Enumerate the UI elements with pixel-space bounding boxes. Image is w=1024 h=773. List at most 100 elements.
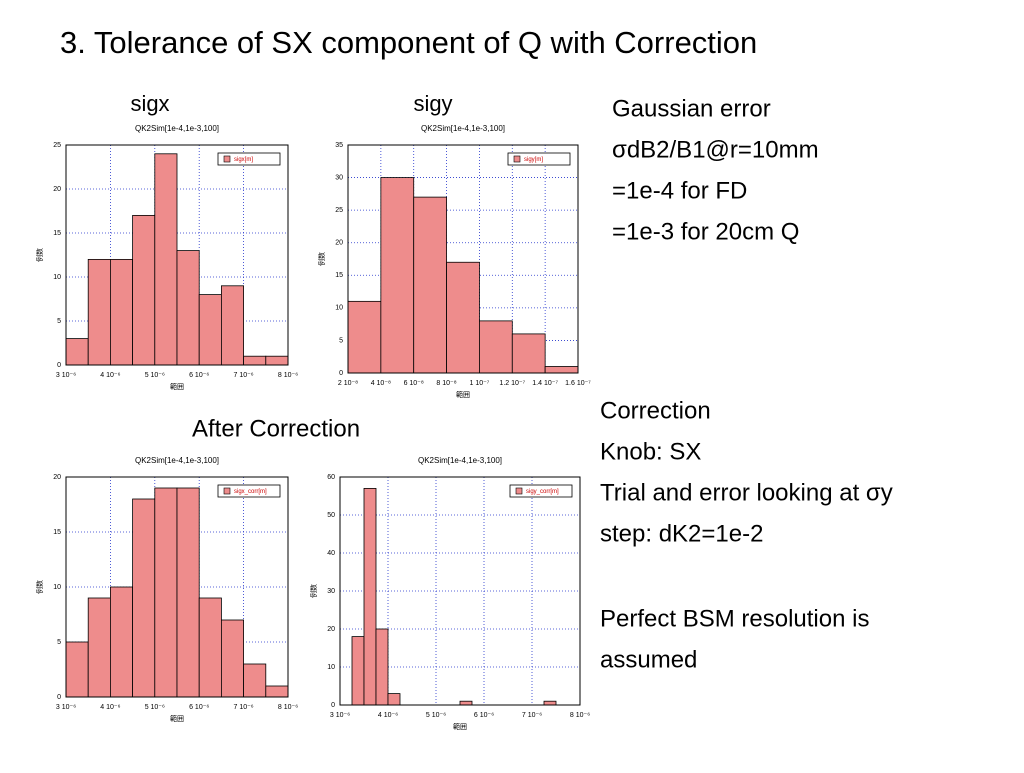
chart-subtitle: QK2Sim[1e-4,1e-3,100]	[135, 124, 219, 133]
y-tick-label: 10	[53, 584, 61, 591]
note-line: Knob: SX	[600, 438, 701, 465]
y-tick-label: 25	[335, 207, 343, 214]
x-axis-label: 範囲	[170, 714, 184, 723]
bar	[132, 214, 156, 366]
y-tick-label: 10	[327, 664, 335, 671]
legend-label: sigy[m]	[524, 157, 543, 163]
x-tick-label: 3 10⁻⁶	[56, 704, 76, 711]
bar	[220, 285, 244, 366]
y-tick-label: 25	[53, 142, 61, 149]
y-tick-label: 5	[57, 318, 61, 325]
note-line: Perfect BSM resolution is	[600, 605, 869, 632]
x-tick-label: 5 10⁻⁶	[145, 704, 165, 711]
y-tick-label: 0	[57, 694, 61, 701]
y-tick-label: 5	[339, 337, 343, 344]
bar	[87, 597, 111, 698]
x-tick-label: 8 10⁻⁶	[278, 372, 298, 379]
y-axis-label: 例数	[35, 248, 44, 262]
bar	[110, 586, 134, 698]
x-tick-label: 4 10⁻⁸	[371, 380, 391, 387]
bar	[198, 597, 222, 698]
bar	[380, 177, 415, 374]
x-tick-label: 6 10⁻⁸	[404, 380, 424, 387]
bar	[375, 628, 389, 706]
bar	[176, 487, 200, 698]
bar	[176, 250, 200, 366]
x-tick-label: 8 10⁻⁸	[436, 380, 456, 387]
chart-title: sigx	[130, 91, 169, 116]
bar	[110, 258, 134, 366]
x-tick-label: 8 10⁻⁶	[570, 712, 590, 719]
y-tick-label: 10	[53, 274, 61, 281]
y-tick-label: 50	[327, 512, 335, 519]
y-tick-label: 0	[331, 702, 335, 709]
x-tick-label: 1.2 10⁻⁷	[499, 380, 525, 387]
note-line: step: dK2=1e-2	[600, 520, 763, 547]
x-tick-label: 5 10⁻⁶	[426, 712, 446, 719]
y-tick-label: 0	[57, 362, 61, 369]
plot-frame	[65, 476, 289, 698]
legend-label: sigx[m]	[234, 157, 253, 163]
y-tick-label: 30	[335, 174, 343, 181]
bar	[243, 355, 267, 366]
legend-box	[217, 152, 281, 166]
bar	[243, 663, 267, 698]
plot-frame	[65, 144, 289, 366]
bar	[363, 487, 377, 706]
x-tick-label: 6 10⁻⁶	[189, 372, 209, 379]
y-tick-label: 20	[53, 474, 61, 481]
x-tick-label: 4 10⁻⁶	[378, 712, 398, 719]
legend-box	[509, 484, 573, 498]
x-tick-label: 7 10⁻⁶	[522, 712, 542, 719]
x-tick-label: 1.4 10⁻⁷	[532, 380, 558, 387]
note-line: =1e-3 for 20cm Q	[612, 218, 799, 245]
y-tick-label: 5	[57, 639, 61, 646]
after-label: After Correction	[192, 415, 360, 442]
bar	[413, 196, 447, 374]
note-line: σdB2/B1@r=10mm	[612, 136, 819, 163]
bar	[154, 487, 178, 698]
legend-box	[507, 152, 571, 166]
slide-title: 3. Tolerance of SX component of Q with C…	[60, 25, 757, 60]
legend-label: sigy_corr[m]	[526, 489, 559, 495]
plot-frame	[339, 476, 581, 706]
x-axis-label: 範囲	[456, 390, 470, 399]
chart-subtitle: QK2Sim[1e-4,1e-3,100]	[418, 456, 502, 465]
bar	[87, 258, 111, 366]
y-tick-label: 15	[53, 230, 61, 237]
x-tick-label: 4 10⁻⁶	[100, 704, 120, 711]
plot-frame	[347, 144, 579, 374]
chart-subtitle: QK2Sim[1e-4,1e-3,100]	[421, 124, 505, 133]
legend-box	[217, 484, 281, 498]
x-tick-label: 4 10⁻⁶	[100, 372, 120, 379]
bar	[220, 619, 244, 698]
y-tick-label: 0	[339, 370, 343, 377]
bar	[511, 333, 546, 374]
bar	[132, 498, 156, 698]
x-tick-label: 7 10⁻⁶	[233, 372, 253, 379]
x-tick-label: 7 10⁻⁶	[233, 704, 253, 711]
y-tick-label: 35	[335, 142, 343, 149]
bar	[65, 641, 89, 698]
y-axis-label: 例数	[317, 252, 326, 266]
x-tick-label: 6 10⁻⁶	[474, 712, 494, 719]
note-line: Trial and error looking at σy	[600, 479, 893, 506]
bar	[154, 153, 178, 366]
legend-label: sigx_corr[m]	[234, 489, 267, 495]
bar	[265, 685, 289, 698]
x-tick-label: 3 10⁻⁶	[56, 372, 76, 379]
bar	[387, 693, 401, 706]
y-axis-label: 例数	[35, 580, 44, 594]
note-line: Correction	[600, 397, 711, 424]
legend-swatch	[223, 487, 231, 495]
legend-swatch	[223, 155, 231, 163]
y-tick-label: 10	[335, 305, 343, 312]
x-tick-label: 2 10⁻⁸	[338, 380, 358, 387]
x-axis-label: 範囲	[170, 382, 184, 391]
bar	[543, 700, 557, 706]
note-line: Gaussian error	[612, 95, 771, 122]
y-tick-label: 15	[53, 529, 61, 536]
chart-title: sigy	[413, 91, 452, 116]
legend-swatch	[513, 155, 521, 163]
